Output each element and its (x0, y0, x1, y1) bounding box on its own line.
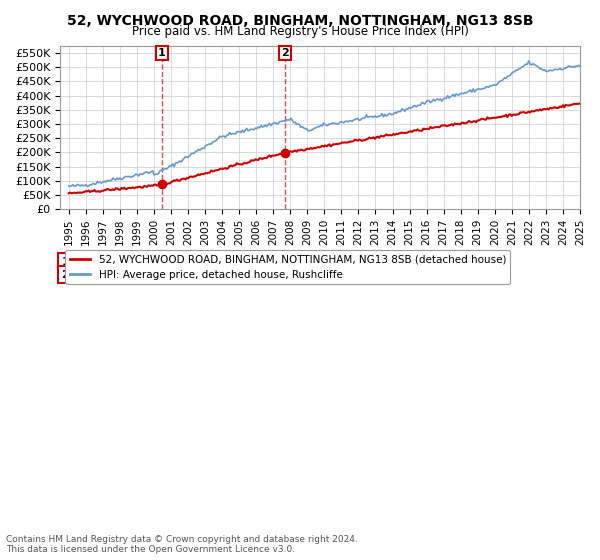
Legend: 52, WYCHWOOD ROAD, BINGHAM, NOTTINGHAM, NG13 8SB (detached house), HPI: Average : 52, WYCHWOOD ROAD, BINGHAM, NOTTINGHAM, … (65, 250, 511, 284)
Text: 31% ↓ HPI: 31% ↓ HPI (398, 268, 461, 281)
Text: 2: 2 (281, 48, 289, 58)
Text: £88,000: £88,000 (278, 255, 326, 268)
Text: £199,500: £199,500 (278, 268, 334, 281)
Text: 1: 1 (62, 256, 69, 267)
Text: 21-SEP-2007: 21-SEP-2007 (112, 268, 187, 281)
Text: 2: 2 (62, 269, 69, 279)
Text: 35% ↓ HPI: 35% ↓ HPI (398, 255, 460, 268)
Text: 23-JUN-2000: 23-JUN-2000 (112, 255, 187, 268)
Text: Price paid vs. HM Land Registry's House Price Index (HPI): Price paid vs. HM Land Registry's House … (131, 25, 469, 38)
Text: Contains HM Land Registry data © Crown copyright and database right 2024.
This d: Contains HM Land Registry data © Crown c… (6, 535, 358, 554)
Text: 1: 1 (158, 48, 166, 58)
Text: 52, WYCHWOOD ROAD, BINGHAM, NOTTINGHAM, NG13 8SB: 52, WYCHWOOD ROAD, BINGHAM, NOTTINGHAM, … (67, 14, 533, 28)
